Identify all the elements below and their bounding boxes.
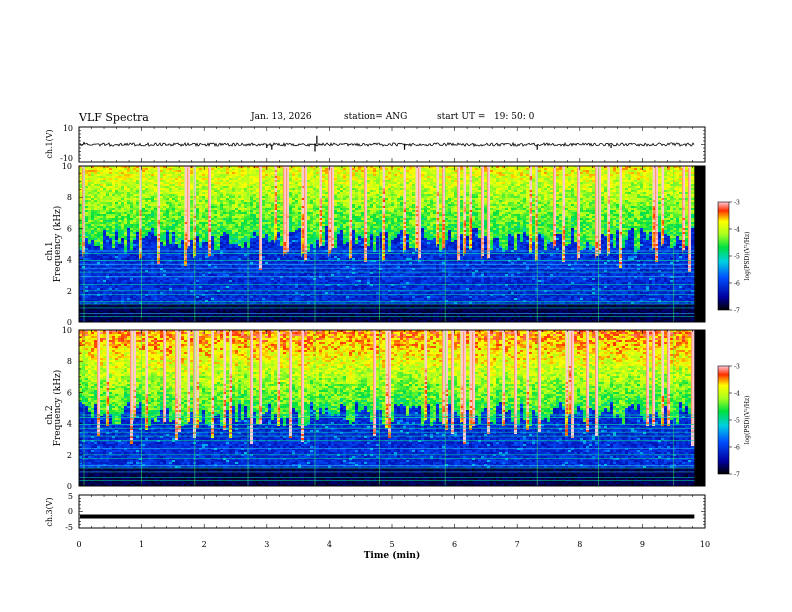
ch3-ytick-label: -5 — [65, 523, 73, 532]
spec-ytick-label: 10 — [62, 162, 72, 171]
ch2-spectrogram-image — [79, 330, 694, 486]
colorbar-tick-label: -4 — [734, 391, 740, 398]
x-tick-label: 0 — [76, 540, 81, 549]
colorbar-tick-label: -3 — [734, 200, 740, 207]
colorbar-tick-label: -7 — [734, 472, 740, 479]
x-tick-label: 8 — [577, 540, 582, 549]
spec-ytick-label: 8 — [67, 193, 72, 202]
spec-ytick-label: 4 — [67, 256, 72, 265]
ch1-ytick-label: 10 — [63, 124, 73, 133]
x-tick-label: 6 — [452, 540, 457, 549]
x-tick-label: 1 — [139, 540, 144, 549]
colorbar-tick-label: -4 — [734, 227, 740, 234]
ch1-colorbar-scale — [718, 202, 729, 310]
x-tick-label: 10 — [700, 540, 710, 549]
spec-ytick-label: 6 — [67, 388, 72, 397]
ch1-colorbar-label: log(PSD)(V²/Hz) — [744, 232, 751, 281]
x-tick-label: 5 — [389, 540, 394, 549]
colorbar-tick-label: -6 — [734, 445, 740, 452]
ch1-colorbar: log(PSD)(V²/Hz) -3 -4 -5 -6 -7 — [718, 200, 751, 315]
ch2-colorbar: log(PSD)(V²/Hz) -3 -4 -5 -6 -7 — [718, 364, 751, 479]
x-tick-label: 3 — [264, 540, 269, 549]
vlf-figure: 10 -10 ch.1(V) ch.1 Frequency (kHz) 0246… — [0, 0, 792, 612]
ch1-spectrogram-image — [79, 166, 694, 322]
colorbar-tick-label: -6 — [734, 281, 740, 288]
ch3-ytick-label: 0 — [68, 507, 73, 516]
spec-ytick-label: 0 — [67, 482, 72, 491]
x-tick-label: 2 — [202, 540, 207, 549]
ch3-waveform-panel: 5 0 -5 ch.3(V) — [45, 492, 705, 532]
ch1-spec-ylabel-freq: Frequency (kHz) — [52, 206, 63, 283]
colorbar-tick-label: -5 — [734, 418, 740, 425]
ch2-spec-ylabel-freq: Frequency (kHz) — [52, 370, 63, 447]
ch3-ytick-label: 5 — [68, 492, 73, 501]
colorbar-tick-label: -3 — [734, 364, 740, 371]
spec-ytick-label: 2 — [67, 287, 72, 296]
spec-ytick-label: 6 — [67, 224, 72, 233]
ch3-waveform-frame — [79, 495, 705, 528]
x-tick-label: 9 — [640, 540, 645, 549]
spec-ytick-label: 8 — [67, 357, 72, 366]
ch3-ylabel: ch.3(V) — [45, 497, 54, 526]
ch1-ylabel: ch.1(V) — [45, 129, 54, 158]
spec-ytick-label: 4 — [67, 420, 72, 429]
spec-ytick-label: 2 — [67, 451, 72, 460]
x-axis-tick-labels: 0 1 2 3 4 5 6 7 8 9 10 — [76, 540, 710, 549]
x-tick-label: 7 — [515, 540, 520, 549]
x-axis-label: Time (min) — [364, 550, 421, 561]
ch1-waveform-panel: 10 -10 ch.1(V) — [45, 124, 705, 163]
x-tick-label: 4 — [327, 540, 332, 549]
spec-ytick-label: 10 — [62, 326, 72, 335]
ch2-colorbar-scale — [718, 366, 729, 474]
ch2-colorbar-label: log(PSD)(V²/Hz) — [744, 396, 751, 445]
colorbar-tick-label: -7 — [734, 308, 740, 315]
colorbar-tick-label: -5 — [734, 254, 740, 261]
